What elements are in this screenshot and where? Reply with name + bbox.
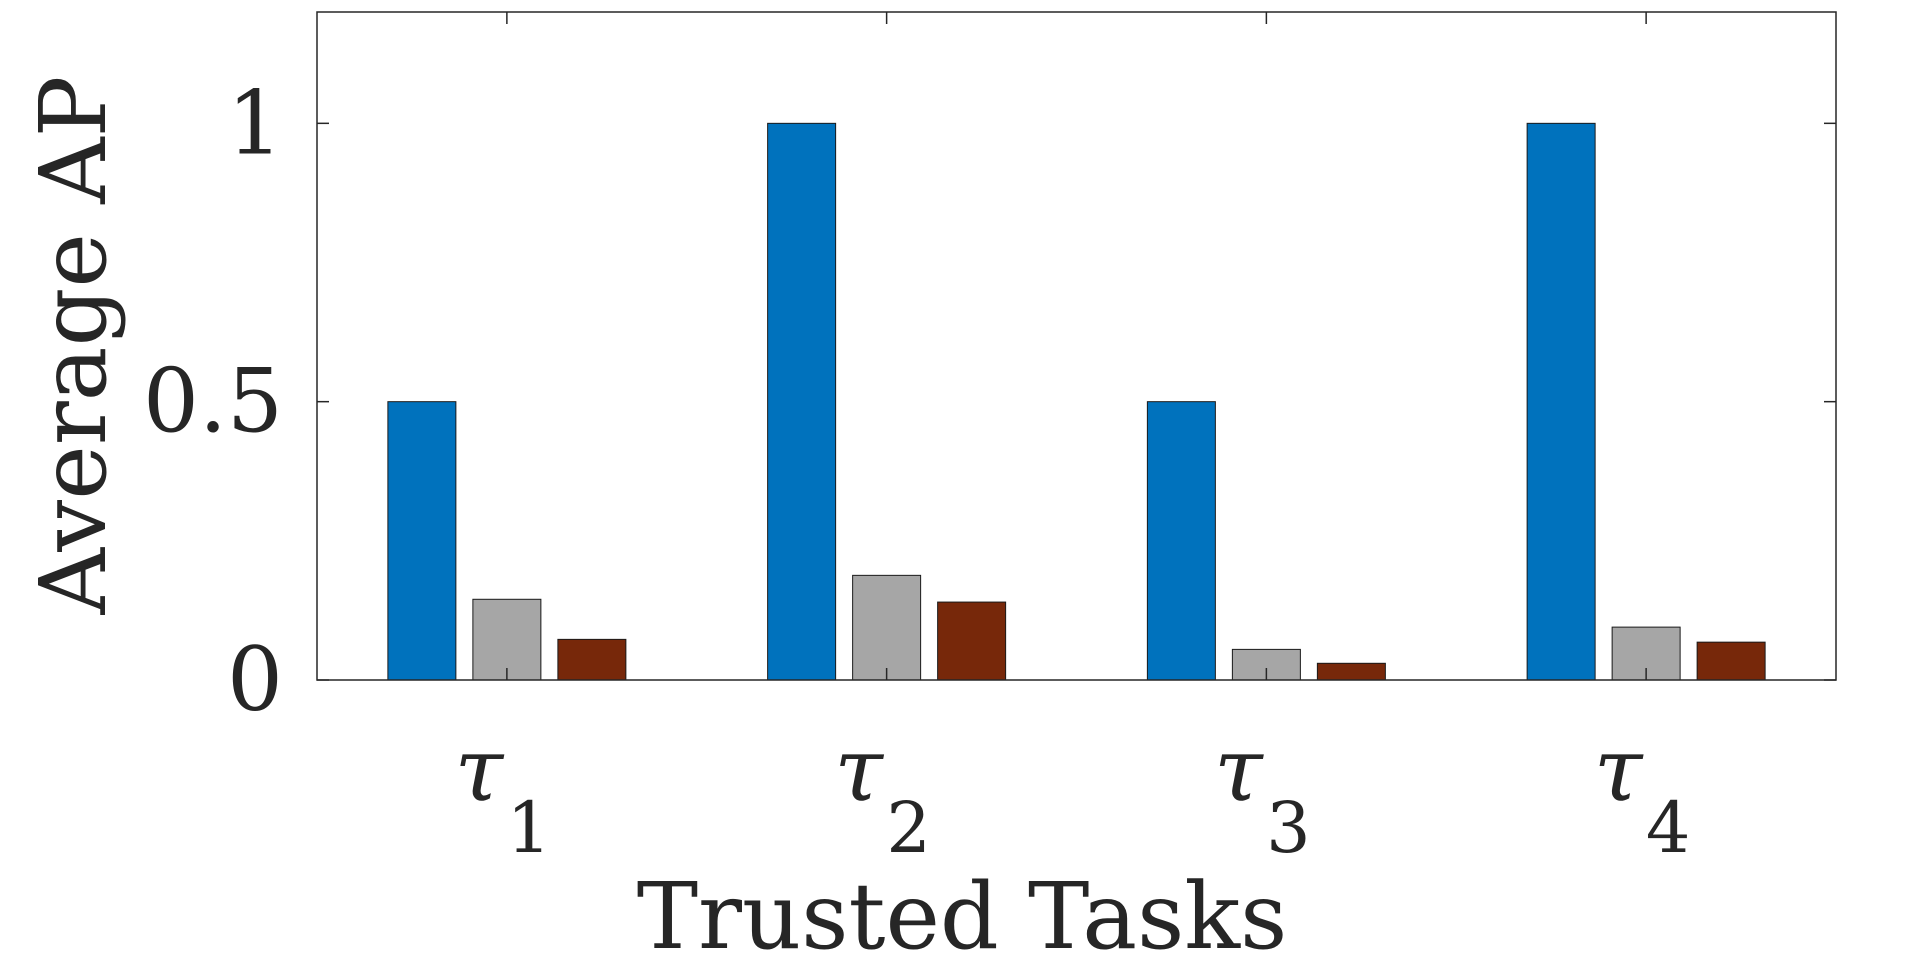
bar-series-1-2 <box>767 122 837 681</box>
plot-frame <box>316 11 1837 681</box>
x-tick-label-subscript: 4 <box>1646 787 1691 869</box>
y-tick-label: 1 <box>227 71 283 174</box>
x-tick-label-subscript: 2 <box>886 787 931 869</box>
bar-series-2-1 <box>472 598 542 681</box>
x-tick-label: τ <box>455 718 505 821</box>
x-tick-label-subscript: 1 <box>507 787 552 869</box>
bar-series-1-3 <box>1146 401 1216 681</box>
x-tick-label: τ <box>1214 718 1264 821</box>
bars-layer <box>387 122 1766 681</box>
y-tick-label: 0.5 <box>143 350 283 453</box>
y-tick-labels: 00.51 <box>143 71 283 731</box>
bar-series-3-3 <box>1316 662 1386 681</box>
bar-series-1-1 <box>387 401 457 681</box>
bar-series-3-4 <box>1696 641 1766 681</box>
x-axis-label: Trusted Tasks <box>637 863 1288 955</box>
bar-series-3-2 <box>937 601 1007 681</box>
bar-series-1-4 <box>1526 122 1596 681</box>
x-tick-label-subscript: 3 <box>1266 787 1311 869</box>
x-tick-label: τ <box>1594 718 1644 821</box>
y-tick-label: 0 <box>227 628 283 731</box>
bar-series-2-2 <box>852 574 922 681</box>
y-axis-label: Average AP <box>20 76 127 616</box>
bar-series-3-1 <box>557 638 627 681</box>
x-tick-label: τ <box>834 718 884 821</box>
ticks-layer <box>317 12 1836 681</box>
